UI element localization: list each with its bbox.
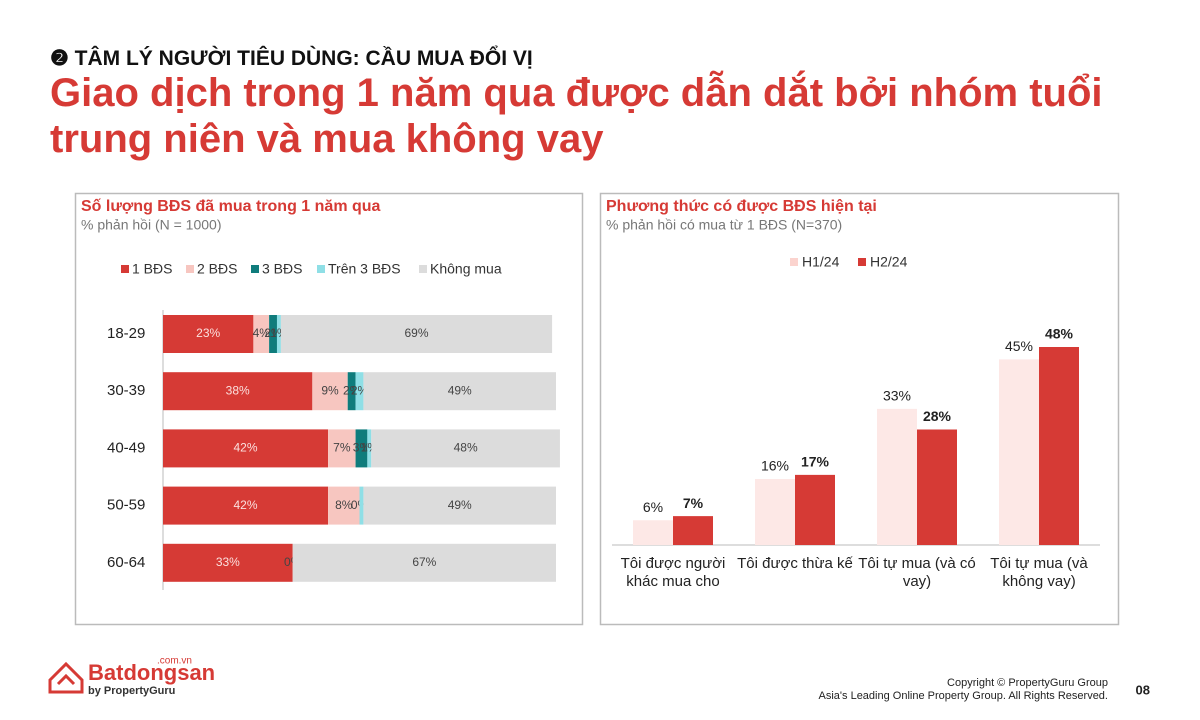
tagline: Asia's Leading Online Property Group. Al… bbox=[819, 690, 1108, 702]
category-label: 50-59 bbox=[107, 497, 145, 514]
legend-label: 2 BĐS bbox=[197, 261, 237, 277]
bar-segment bbox=[163, 543, 293, 582]
value-label: 69% bbox=[404, 326, 428, 340]
chart-subtitle: % phản hồi (N = 1000) bbox=[81, 217, 221, 233]
chart-subtitle: % phản hồi có mua từ 1 BĐS (N=370) bbox=[606, 217, 842, 233]
logo: Batdongsan bbox=[88, 660, 215, 685]
value-label: 8% bbox=[335, 498, 353, 512]
bar bbox=[633, 520, 673, 545]
category-label: 18-29 bbox=[107, 325, 145, 342]
value-label: 6% bbox=[643, 499, 663, 515]
bar-segment bbox=[371, 429, 560, 468]
bar bbox=[755, 479, 795, 545]
bar bbox=[1039, 347, 1079, 545]
bar-segment bbox=[359, 486, 364, 525]
bar-segment bbox=[355, 372, 364, 411]
legend-swatch bbox=[858, 258, 866, 266]
legend-swatch bbox=[186, 265, 194, 273]
logo-domain: .com.vn bbox=[157, 656, 192, 667]
right-panel bbox=[599, 192, 1120, 626]
bar-segment bbox=[269, 315, 277, 353]
bar-segment bbox=[355, 429, 368, 468]
value-label: 42% bbox=[234, 498, 258, 512]
value-label: 4% bbox=[253, 326, 271, 340]
value-label: 42% bbox=[234, 441, 258, 455]
bar-segment bbox=[347, 372, 356, 411]
bar bbox=[795, 474, 835, 545]
slide-title: Giao dịch trong 1 năm qua được dẫn dắt b… bbox=[50, 71, 1103, 161]
value-label: 49% bbox=[448, 383, 472, 397]
category-label: Tôi tự mua (và có vay) bbox=[858, 555, 976, 590]
bar-segment bbox=[253, 315, 270, 353]
legend-label: H2/24 bbox=[870, 254, 908, 270]
value-label: 67% bbox=[412, 555, 436, 569]
logo-by: by PropertyGuru bbox=[88, 685, 175, 697]
value-label: 28% bbox=[923, 408, 952, 424]
category-label: Tôi được người khác mua cho bbox=[620, 555, 726, 590]
page-number: 08 bbox=[1136, 682, 1150, 697]
bar bbox=[999, 359, 1039, 545]
category-label: 30-39 bbox=[107, 382, 145, 399]
category-label: 40-49 bbox=[107, 439, 145, 456]
legend-label: 3 BĐS bbox=[262, 261, 302, 277]
value-label: 23% bbox=[196, 326, 220, 340]
value-label: 38% bbox=[226, 383, 250, 397]
bar-segment bbox=[280, 315, 553, 353]
chart-title: Phương thức có được BĐS hiện tại bbox=[606, 198, 877, 215]
bar-segment bbox=[292, 543, 556, 582]
bar bbox=[917, 429, 957, 545]
bar-segment bbox=[328, 429, 356, 468]
category-label: Tôi được thừa kế bbox=[737, 555, 853, 572]
bar-segment bbox=[163, 486, 329, 525]
legend-label: Không mua bbox=[430, 261, 502, 277]
value-label: 33% bbox=[216, 555, 240, 569]
value-label: 48% bbox=[1045, 326, 1074, 342]
left-panel bbox=[74, 192, 584, 626]
legend-swatch bbox=[790, 258, 798, 266]
value-label: 16% bbox=[761, 458, 789, 474]
bar-segment bbox=[163, 372, 313, 411]
copyright: Copyright © PropertyGuru Group bbox=[947, 677, 1108, 689]
value-label: 49% bbox=[448, 498, 472, 512]
bar bbox=[877, 408, 917, 545]
value-label: 48% bbox=[454, 441, 478, 455]
legend-swatch bbox=[251, 265, 259, 273]
legend-swatch bbox=[317, 265, 325, 273]
legend-label: Trên 3 BĐS bbox=[328, 261, 401, 277]
category-label: Tôi tự mua (và không vay) bbox=[990, 555, 1088, 590]
value-label: 7% bbox=[683, 495, 704, 511]
legend-swatch bbox=[419, 265, 427, 273]
bar-segment bbox=[367, 429, 372, 468]
legend-label: 1 BĐS bbox=[132, 261, 172, 277]
value-label: 45% bbox=[1005, 338, 1033, 354]
bar-segment bbox=[276, 315, 281, 353]
legend-swatch bbox=[121, 265, 129, 273]
bar-segment bbox=[163, 429, 329, 468]
bar-segment bbox=[363, 486, 556, 525]
value-label: 3% bbox=[353, 441, 371, 455]
logo-icon bbox=[48, 661, 84, 694]
bar-segment bbox=[163, 315, 254, 353]
value-label: 33% bbox=[883, 388, 911, 404]
bar bbox=[673, 516, 713, 545]
value-label: 9% bbox=[321, 383, 339, 397]
bar-segment bbox=[363, 372, 556, 411]
value-label: 7% bbox=[333, 441, 351, 455]
bar-segment bbox=[312, 372, 348, 411]
value-label: 17% bbox=[801, 454, 830, 470]
bar-segment bbox=[328, 486, 360, 525]
chart-title: Số lượng BĐS đã mua trong 1 năm qua bbox=[81, 198, 381, 215]
category-label: 60-64 bbox=[107, 554, 145, 571]
legend-label: H1/24 bbox=[802, 254, 840, 270]
section-label: ❷ TÂM LÝ NGƯỜI TIÊU DÙNG: CẦU MUA ĐỔI VỊ bbox=[50, 47, 533, 70]
